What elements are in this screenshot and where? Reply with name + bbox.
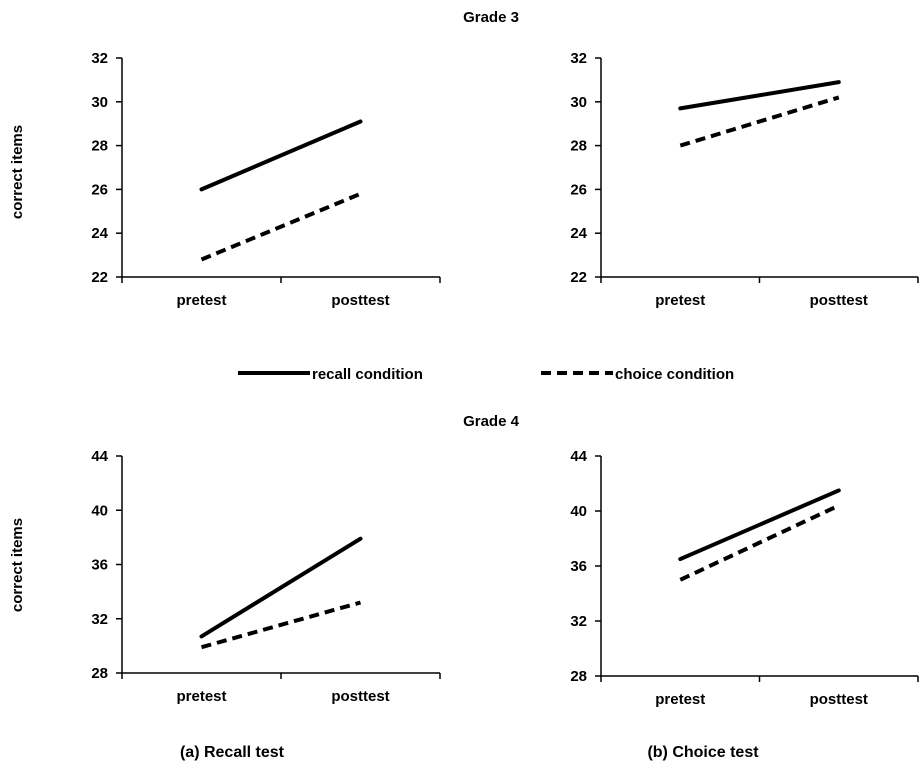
series-line-recall-condition (678, 80, 841, 111)
legend: recall condition choice condition (238, 366, 734, 383)
y-tick-label: 30 (570, 94, 587, 111)
y-tick-label: 44 (570, 448, 587, 465)
y-tick-label: 26 (91, 181, 108, 198)
y-tick-label: 26 (570, 181, 587, 198)
caption-recall-test: (a) Recall test (180, 744, 285, 761)
grade-3-title: Grade 3 (463, 9, 519, 26)
y-tick-label: 28 (91, 665, 108, 682)
y-tick-label: 22 (570, 269, 587, 286)
y-tick-label: 22 (91, 269, 108, 286)
x-tick-label-posttest: posttest (810, 691, 868, 708)
chart-grade-3-recall-test: 22 24 26 28 30 32 pretest posttest (91, 50, 441, 309)
series-line-recall-condition (678, 488, 841, 562)
y-tick-label: 32 (570, 50, 587, 67)
y-tick-label: 40 (91, 502, 108, 519)
y-tick-label: 24 (91, 225, 108, 242)
y-axis-label-grade-3: correct items (9, 125, 26, 219)
chart-grade-3-choice-test: 22 24 26 28 30 32 pretest posttest (570, 50, 919, 309)
legend-choice-label: choice condition (615, 366, 734, 383)
series-line-choice-condition (200, 600, 362, 650)
x-tick-label-pretest: pretest (176, 688, 226, 705)
series-line-recall-condition (199, 119, 363, 192)
y-tick-label: 32 (91, 611, 108, 628)
y-tick-label: 28 (570, 138, 587, 155)
series-line-recall-condition (199, 536, 363, 639)
y-tick-label: 28 (91, 138, 108, 155)
series-line-choice-condition (679, 95, 840, 148)
y-tick-label: 24 (570, 225, 587, 242)
y-tick-label: 44 (91, 448, 108, 465)
y-axis-label-grade-4: correct items (9, 518, 26, 612)
x-tick-label-posttest: posttest (331, 292, 389, 309)
chart-grade-4-choice-test: 28 32 36 40 44 pretest posttest (570, 448, 919, 708)
legend-recall-label: recall condition (312, 366, 423, 383)
y-tick-label: 32 (91, 50, 108, 67)
series-line-choice-condition (200, 191, 362, 262)
grade-4-title: Grade 4 (463, 413, 520, 430)
y-tick-label: 32 (570, 613, 587, 630)
x-tick-label-posttest: posttest (810, 292, 868, 309)
y-tick-label: 28 (570, 668, 587, 685)
series-line-choice-condition (679, 503, 840, 582)
y-tick-label: 40 (570, 503, 587, 520)
x-tick-label-pretest: pretest (655, 292, 705, 309)
x-tick-label-pretest: pretest (176, 292, 226, 309)
x-tick-label-pretest: pretest (655, 691, 705, 708)
chart-grade-4-recall-test: 28 32 36 40 44 pretest posttest (91, 448, 441, 705)
y-tick-label: 30 (91, 94, 108, 111)
caption-choice-test: (b) Choice test (647, 744, 759, 761)
x-tick-label-posttest: posttest (331, 688, 389, 705)
y-tick-label: 36 (570, 558, 587, 575)
y-tick-label: 36 (91, 557, 108, 574)
